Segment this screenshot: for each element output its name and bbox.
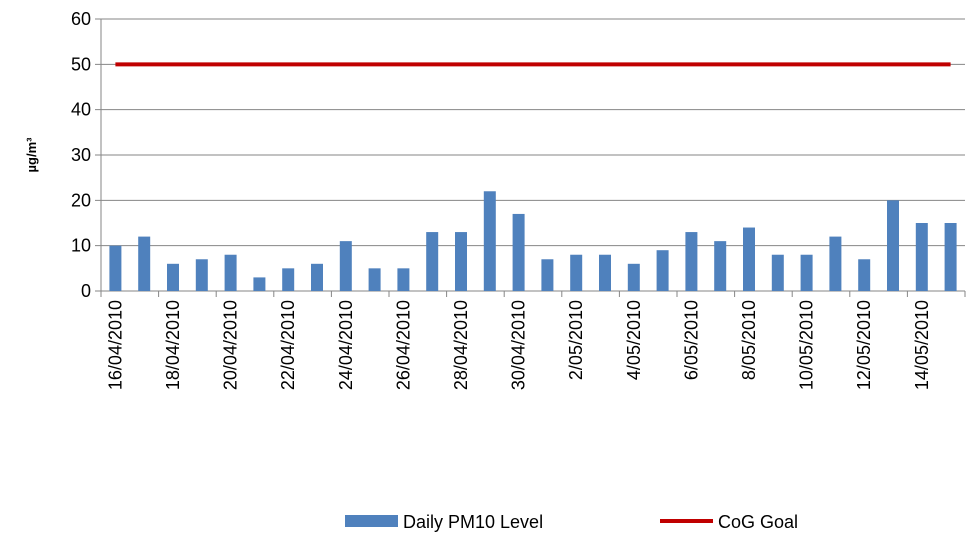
y-tick-label: 20 xyxy=(71,190,91,210)
x-tick-label: 12/05/2010 xyxy=(854,300,874,390)
x-tick-label: 22/04/2010 xyxy=(278,300,298,390)
x-tick-label: 28/04/2010 xyxy=(451,300,471,390)
bar xyxy=(253,277,266,291)
bar xyxy=(483,191,496,291)
y-tick-label: 50 xyxy=(71,54,91,74)
x-tick-label: 20/04/2010 xyxy=(221,300,241,390)
bar xyxy=(512,213,525,291)
y-tick-label: 0 xyxy=(81,281,91,301)
bar xyxy=(570,254,583,291)
x-tick-label: 24/04/2010 xyxy=(336,300,356,390)
x-tick-label: 30/04/2010 xyxy=(509,300,529,390)
bar xyxy=(743,227,755,291)
bar xyxy=(368,268,381,291)
x-tick-label: 14/05/2010 xyxy=(912,300,932,390)
x-tick-label: 18/04/2010 xyxy=(163,300,183,390)
bar xyxy=(627,263,640,291)
bar xyxy=(829,236,842,291)
y-tick-label: 40 xyxy=(71,100,91,120)
bar xyxy=(426,232,439,291)
legend-label: CoG Goal xyxy=(718,512,798,532)
bar xyxy=(541,259,554,291)
x-tick-label: 4/05/2010 xyxy=(624,300,644,380)
bar xyxy=(714,241,727,291)
x-tick-label: 8/05/2010 xyxy=(739,300,759,380)
x-tick-label: 26/04/2010 xyxy=(393,300,413,390)
bar xyxy=(224,254,237,291)
bar xyxy=(858,259,871,291)
bar xyxy=(109,245,122,291)
bar xyxy=(397,268,410,291)
bar xyxy=(915,223,928,291)
bar xyxy=(167,263,179,291)
bar xyxy=(339,241,352,291)
bar xyxy=(599,254,611,291)
bar xyxy=(656,250,669,291)
bar xyxy=(771,254,784,291)
bar xyxy=(455,232,467,291)
x-tick-label: 10/05/2010 xyxy=(797,300,817,390)
bar xyxy=(685,232,698,291)
legend-swatch xyxy=(345,515,398,527)
bar xyxy=(138,236,151,291)
y-tick-label: 60 xyxy=(71,9,91,29)
y-tick-label: 10 xyxy=(71,236,91,256)
x-tick-label: 6/05/2010 xyxy=(681,300,701,380)
bar xyxy=(887,200,899,291)
bar xyxy=(282,268,295,291)
x-tick-label: 16/04/2010 xyxy=(105,300,125,390)
bar xyxy=(195,259,208,291)
bar xyxy=(800,254,813,291)
legend-label: Daily PM10 Level xyxy=(403,512,543,532)
y-axis-label: µg/m³ xyxy=(24,137,39,173)
y-tick-label: 30 xyxy=(71,145,91,165)
bar xyxy=(311,263,323,291)
bar xyxy=(944,223,957,291)
x-tick-label: 2/05/2010 xyxy=(566,300,586,380)
